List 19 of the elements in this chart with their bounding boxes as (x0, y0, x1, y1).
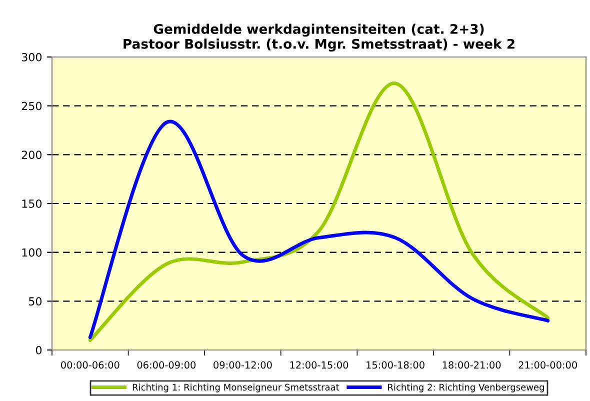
x-tick-label: 00:00-06:00 (61, 361, 120, 369)
line-series (88, 82, 550, 342)
y-tick-label: 250 (22, 102, 42, 110)
x-tick-label: 18:00-21:00 (442, 361, 501, 369)
y-tick-label: 300 (22, 52, 42, 62)
x-tick-label: 15:00-18:00 (366, 361, 424, 369)
y-tick-label: 200 (22, 150, 42, 160)
x-tick-label: 09:00-12:00 (214, 361, 272, 369)
y-tick-label: 0 (36, 346, 42, 354)
y-tick-label: 50 (28, 297, 42, 306)
x-tick-label: 06:00-09:00 (137, 361, 196, 369)
legend-label: Richting 1: Richting Monseigneur Smetsstraat (132, 384, 340, 392)
y-tick-label: 100 (22, 248, 42, 257)
line-series (88, 120, 550, 340)
x-tick-label: 21:00-00:00 (518, 361, 577, 369)
legend-label: Richting 2: Richting Venbergseweg (388, 384, 544, 392)
y-tick-label: 150 (22, 199, 42, 208)
chart-title: Gemiddelde werkdagintensiteiten (cat. 2+3) Pastoor Bolsiusstr. (t.o.v. Mgr. Smetsstraat) - week 2 (124, 24, 514, 52)
x-tick-label: 12:00-15:00 (290, 361, 348, 369)
